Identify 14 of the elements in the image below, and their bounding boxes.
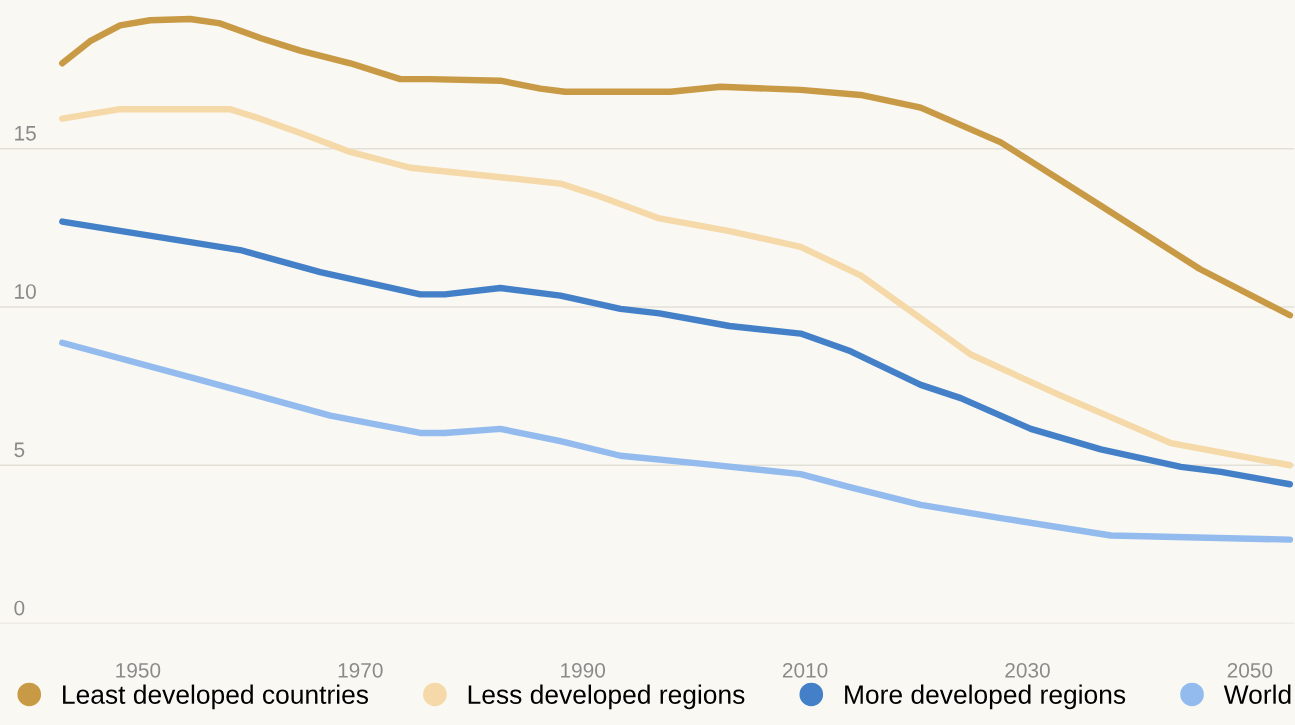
y-tick-label: 0 <box>14 600 25 616</box>
x-tick-label: 1970 <box>338 662 383 678</box>
x-tick-label: 1950 <box>116 662 161 678</box>
x-tick-label: 2010 <box>782 662 828 678</box>
legend-label: Less developed regions <box>468 684 745 710</box>
legend-label: Least developed countries <box>63 684 369 710</box>
y-tick-label: 15 <box>15 126 36 141</box>
y-tick-label: 10 <box>15 284 36 299</box>
x-tick-label: 1990 <box>561 662 606 678</box>
x-tick-label: 2050 <box>1227 662 1273 678</box>
legend-label: More developed regions <box>845 684 1126 710</box>
x-tick-label: 2030 <box>1005 662 1050 678</box>
legend-label: World <box>1223 684 1291 704</box>
y-tick-label: 5 <box>14 442 25 458</box>
